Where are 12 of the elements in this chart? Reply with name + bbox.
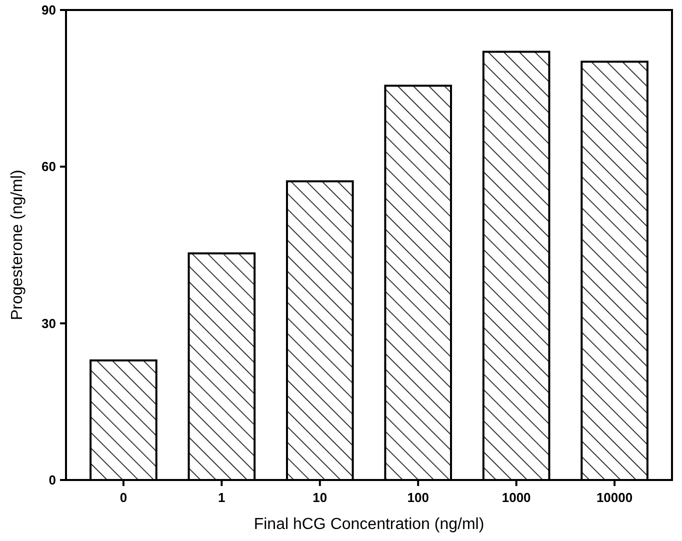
y-tick-label: 60 bbox=[42, 159, 56, 174]
y-tick-label: 0 bbox=[48, 472, 56, 488]
x-tick-label: 100 bbox=[407, 490, 429, 505]
x-tick-label: 10000 bbox=[596, 490, 633, 505]
x-tick-label: 1000 bbox=[502, 490, 531, 505]
y-axis-title: Progesterone (ng/ml) bbox=[9, 170, 26, 320]
x-axis-title: Final hCG Concentration (ng/ml) bbox=[254, 516, 484, 533]
x-tick-label: 0 bbox=[120, 490, 128, 505]
y-tick-label: 90 bbox=[42, 2, 56, 18]
x-tick-label: 10 bbox=[312, 490, 328, 505]
x-tick-label: 1 bbox=[218, 490, 226, 505]
y-tick-label: 30 bbox=[42, 316, 56, 331]
